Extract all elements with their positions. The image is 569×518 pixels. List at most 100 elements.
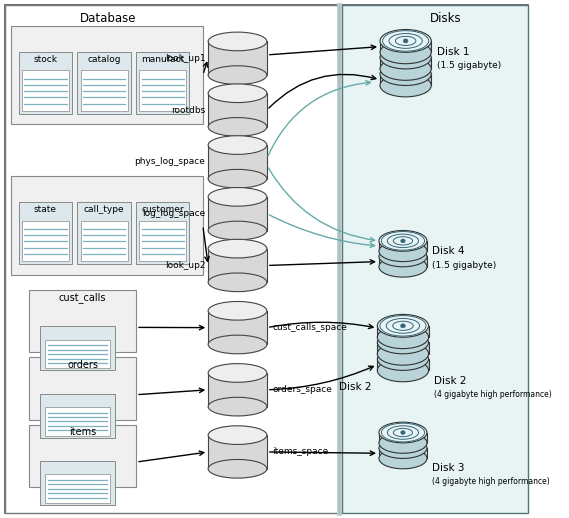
Text: Database: Database [80, 11, 137, 25]
Ellipse shape [208, 66, 267, 84]
Ellipse shape [379, 433, 427, 453]
Ellipse shape [208, 397, 267, 416]
Text: (1.5 gigabyte): (1.5 gigabyte) [436, 61, 501, 70]
Text: Disk 1: Disk 1 [436, 47, 469, 56]
Polygon shape [380, 57, 431, 69]
Text: (4 gigabyte high performance): (4 gigabyte high performance) [432, 477, 550, 485]
FancyBboxPatch shape [30, 425, 136, 487]
Ellipse shape [208, 169, 267, 188]
Ellipse shape [208, 239, 267, 258]
Text: Disk 2: Disk 2 [434, 376, 467, 385]
FancyBboxPatch shape [40, 461, 115, 505]
Ellipse shape [380, 63, 431, 85]
Ellipse shape [208, 32, 267, 51]
FancyBboxPatch shape [139, 221, 186, 261]
Text: log_log_space: log_log_space [142, 209, 205, 218]
Polygon shape [379, 448, 427, 458]
Text: look_up1: look_up1 [165, 54, 205, 63]
Text: (4 gigabyte high performance): (4 gigabyte high performance) [434, 390, 552, 399]
Ellipse shape [208, 188, 267, 206]
Ellipse shape [208, 118, 267, 136]
Ellipse shape [208, 84, 267, 103]
Ellipse shape [377, 359, 428, 382]
Ellipse shape [208, 273, 267, 292]
Polygon shape [208, 197, 267, 231]
Text: customer: customer [142, 205, 184, 214]
FancyBboxPatch shape [11, 26, 203, 124]
FancyBboxPatch shape [136, 202, 189, 264]
Text: items: items [69, 427, 96, 437]
Polygon shape [208, 93, 267, 127]
Text: orders_space: orders_space [272, 385, 332, 394]
Polygon shape [208, 249, 267, 282]
Text: stock: stock [34, 55, 57, 64]
Polygon shape [208, 145, 267, 179]
Ellipse shape [379, 438, 427, 458]
Ellipse shape [380, 30, 431, 52]
FancyBboxPatch shape [44, 407, 110, 436]
Ellipse shape [379, 241, 427, 262]
Ellipse shape [208, 335, 267, 354]
Ellipse shape [208, 364, 267, 382]
FancyBboxPatch shape [136, 52, 189, 114]
Text: Disk 2: Disk 2 [340, 382, 372, 392]
Ellipse shape [377, 348, 428, 370]
Ellipse shape [380, 74, 431, 97]
FancyBboxPatch shape [81, 221, 127, 261]
Ellipse shape [401, 431, 405, 434]
FancyBboxPatch shape [44, 474, 110, 503]
FancyBboxPatch shape [341, 5, 529, 513]
FancyBboxPatch shape [11, 176, 203, 275]
Ellipse shape [380, 46, 431, 69]
Ellipse shape [208, 459, 267, 478]
Ellipse shape [208, 301, 267, 320]
Text: call_type: call_type [84, 205, 125, 214]
Polygon shape [208, 311, 267, 344]
Polygon shape [377, 326, 428, 337]
Ellipse shape [377, 326, 428, 349]
FancyBboxPatch shape [40, 326, 115, 370]
FancyBboxPatch shape [44, 340, 110, 368]
FancyBboxPatch shape [30, 357, 136, 420]
FancyBboxPatch shape [5, 5, 529, 513]
Polygon shape [208, 41, 267, 75]
Text: orders: orders [67, 360, 98, 370]
FancyBboxPatch shape [81, 70, 127, 111]
Text: manufact: manufact [141, 55, 184, 64]
FancyBboxPatch shape [77, 52, 131, 114]
Polygon shape [379, 256, 427, 267]
Text: state: state [34, 205, 57, 214]
Ellipse shape [401, 324, 405, 328]
FancyBboxPatch shape [77, 202, 131, 264]
Polygon shape [208, 373, 267, 407]
Polygon shape [377, 342, 428, 354]
Ellipse shape [377, 314, 428, 337]
Polygon shape [377, 359, 428, 370]
Ellipse shape [379, 231, 427, 251]
Text: (1.5 gigabyte): (1.5 gigabyte) [432, 261, 497, 269]
Text: Disk 4: Disk 4 [432, 246, 465, 256]
Ellipse shape [208, 136, 267, 154]
Ellipse shape [379, 422, 427, 443]
Polygon shape [208, 435, 267, 469]
Ellipse shape [377, 331, 428, 354]
FancyBboxPatch shape [30, 290, 136, 352]
Polygon shape [379, 241, 427, 251]
Ellipse shape [377, 342, 428, 365]
Text: Disks: Disks [430, 11, 461, 25]
Text: cust_calls_space: cust_calls_space [272, 323, 347, 332]
FancyBboxPatch shape [5, 5, 341, 513]
Polygon shape [380, 74, 431, 85]
FancyBboxPatch shape [19, 202, 72, 264]
Ellipse shape [379, 246, 427, 267]
Text: cust_calls: cust_calls [59, 292, 106, 303]
Polygon shape [379, 433, 427, 443]
Ellipse shape [380, 41, 431, 64]
FancyBboxPatch shape [22, 221, 69, 261]
Text: look_up2: look_up2 [165, 261, 205, 270]
Ellipse shape [208, 221, 267, 240]
FancyBboxPatch shape [40, 394, 115, 438]
Ellipse shape [401, 239, 405, 243]
Text: rootdbs: rootdbs [171, 106, 205, 114]
FancyBboxPatch shape [22, 70, 69, 111]
